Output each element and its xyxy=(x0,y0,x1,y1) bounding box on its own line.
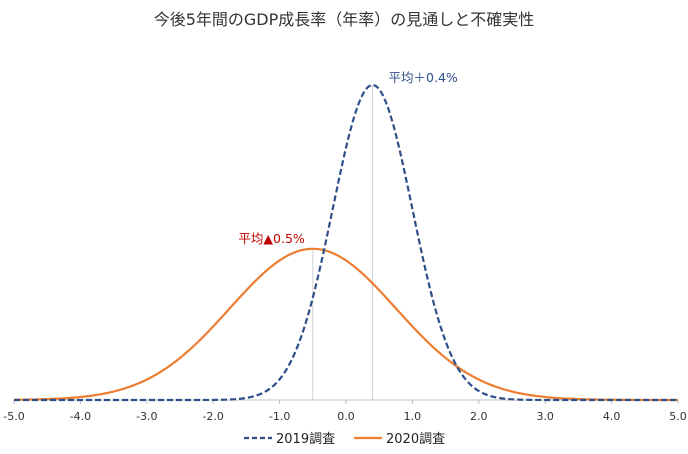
x-tick-label: -1.0 xyxy=(269,410,290,423)
series-line-2020 xyxy=(13,247,678,402)
x-axis-ticks: -5.0 -4.0 -3.0 -2.0 -1.0 0.0 1.0 2.0 3.0 4.0 5.0 xyxy=(3,400,687,423)
x-tick-label: -2.0 xyxy=(202,410,223,423)
x-tick-label: -3.0 xyxy=(136,410,157,423)
x-tick-label: 2.0 xyxy=(470,410,488,423)
annotation-2020-mean: 平均▲0.5% xyxy=(238,231,304,246)
annotation-2019-mean: 平均＋0.4% xyxy=(389,70,458,85)
legend-label-2020: 2020調査 xyxy=(386,432,445,447)
x-tick-label: 5.0 xyxy=(669,410,687,423)
chart-title: 今後5年間のGDP成長率（年率）の見通しと不確実性 xyxy=(153,10,535,29)
x-tick-label: 4.0 xyxy=(603,410,621,423)
legend-label-2019: 2019調査 xyxy=(276,432,335,447)
x-tick-label: 3.0 xyxy=(536,410,554,423)
x-tick-label: 1.0 xyxy=(404,410,422,423)
x-tick-label: 0.0 xyxy=(337,410,355,423)
series-line-2019 xyxy=(14,83,678,402)
x-tick-label: -4.0 xyxy=(70,410,91,423)
x-tick-label: -5.0 xyxy=(3,410,24,423)
legend: 2019調査 2020調査 xyxy=(244,432,445,447)
